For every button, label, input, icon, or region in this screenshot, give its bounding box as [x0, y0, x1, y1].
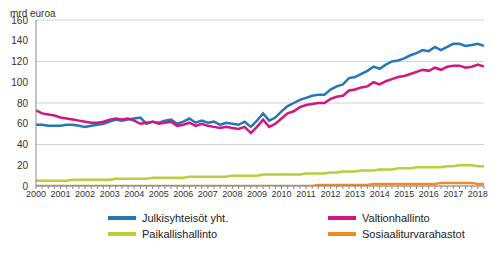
svg-text:100: 100 — [11, 77, 28, 88]
svg-text:2000: 2000 — [26, 189, 46, 199]
svg-text:2004: 2004 — [124, 189, 144, 199]
svg-text:60: 60 — [17, 118, 29, 129]
svg-text:20: 20 — [17, 160, 29, 171]
svg-text:2016: 2016 — [419, 189, 439, 199]
svg-text:2012: 2012 — [321, 189, 341, 199]
svg-text:2018: 2018 — [468, 189, 488, 199]
svg-text:160: 160 — [11, 15, 28, 26]
svg-text:2009: 2009 — [247, 189, 267, 199]
svg-text:2010: 2010 — [271, 189, 291, 199]
svg-text:80: 80 — [17, 98, 29, 109]
svg-text:2002: 2002 — [75, 189, 95, 199]
svg-text:2005: 2005 — [149, 189, 169, 199]
svg-text:2015: 2015 — [394, 189, 414, 199]
svg-text:2011: 2011 — [296, 189, 315, 199]
svg-text:2007: 2007 — [198, 189, 218, 199]
svg-text:2008: 2008 — [222, 189, 242, 199]
svg-text:0: 0 — [22, 181, 28, 192]
svg-text:2017: 2017 — [443, 189, 463, 199]
svg-text:140: 140 — [11, 35, 28, 46]
svg-text:2006: 2006 — [173, 189, 193, 199]
svg-text:2001: 2001 — [51, 189, 71, 199]
svg-text:2014: 2014 — [370, 189, 390, 199]
svg-text:120: 120 — [11, 56, 28, 67]
svg-text:2013: 2013 — [345, 189, 365, 199]
svg-text:2003: 2003 — [100, 189, 120, 199]
svg-text:40: 40 — [17, 139, 29, 150]
